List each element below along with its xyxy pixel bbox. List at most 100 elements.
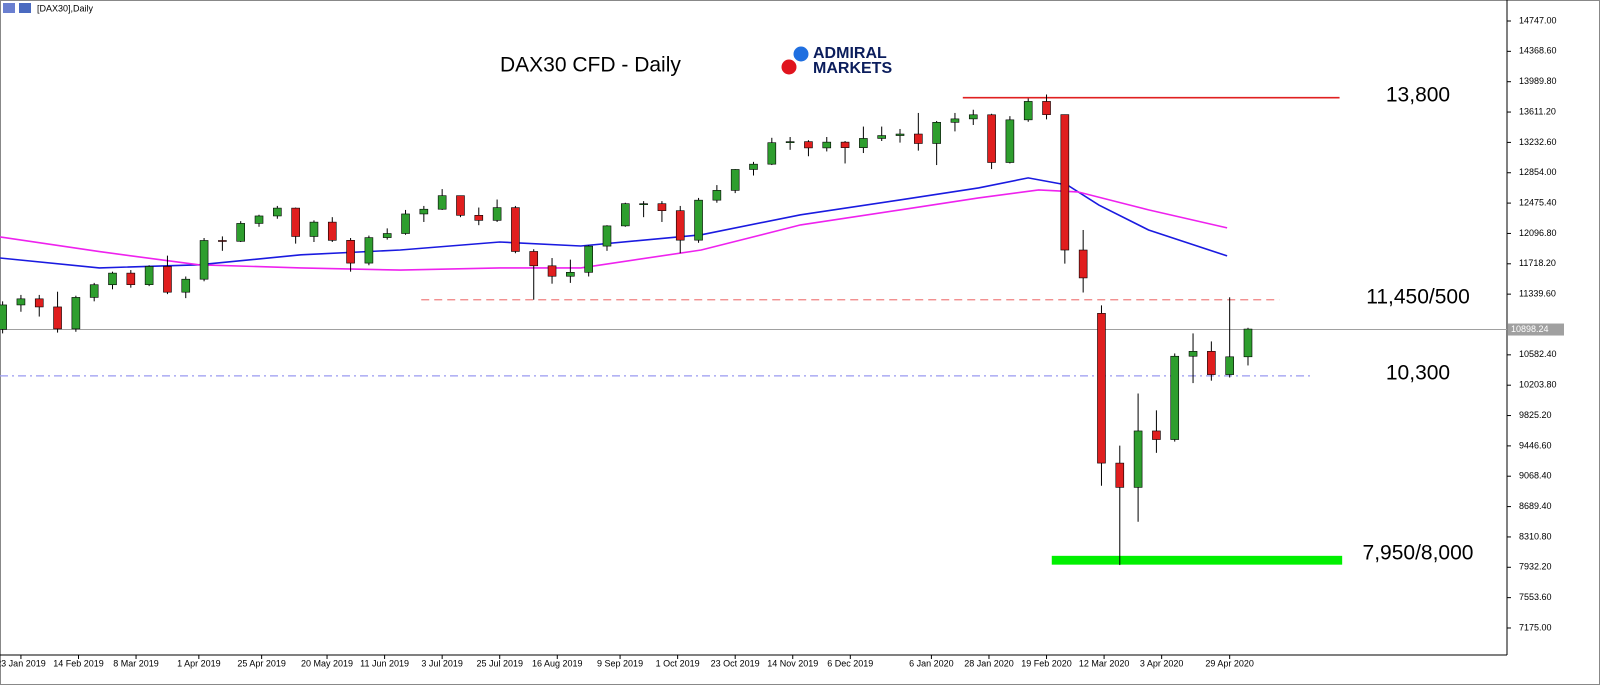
- y-tick-label: 13232.60: [1519, 137, 1557, 147]
- candle-body: [914, 133, 923, 144]
- candle-body: [749, 163, 758, 170]
- candle-body: [657, 203, 667, 211]
- candle-body: [492, 207, 502, 221]
- logo-dot: [781, 59, 797, 75]
- y-tick-label: 12475.40: [1519, 197, 1557, 207]
- candle-body: [895, 133, 905, 136]
- x-tick-label: 12 Mar 2020: [1079, 658, 1130, 668]
- y-tick-label: 10582.40: [1519, 349, 1557, 359]
- candle-body: [767, 142, 777, 165]
- candle-body: [1243, 328, 1253, 358]
- candle-body: [529, 251, 539, 267]
- support-zone: [1051, 555, 1343, 565]
- x-tick-label: 14 Feb 2019: [53, 658, 104, 668]
- x-tick-label: 1 Apr 2019: [177, 658, 221, 668]
- x-tick-label: 23 Jan 2019: [0, 658, 46, 668]
- y-tick-label: 11339.60: [1519, 289, 1556, 299]
- zone-label: 7,950/8,000: [1363, 541, 1474, 564]
- candle-body: [547, 265, 557, 277]
- x-tick-label: 1 Oct 2019: [656, 658, 700, 668]
- chart-title: DAX30 CFD - Daily: [500, 54, 681, 77]
- logo-dot: [793, 46, 809, 62]
- candle-body: [1078, 249, 1088, 279]
- y-tick-label: 9068.40: [1519, 471, 1552, 481]
- candle-body: [1005, 119, 1015, 163]
- x-tick-label: 6 Dec 2019: [827, 658, 873, 668]
- candle-body: [602, 225, 612, 247]
- y-tick-label: 14368.60: [1519, 46, 1557, 56]
- candle-body: [419, 208, 429, 215]
- logo-text: MARKETS: [813, 60, 892, 77]
- x-tick-label: 25 Jul 2019: [476, 658, 523, 668]
- candle-body: [1188, 351, 1198, 357]
- candle-body: [859, 138, 868, 148]
- x-tick-label: 6 Jan 2020: [909, 658, 954, 668]
- y-tick-label: 7932.20: [1519, 562, 1552, 572]
- candle-body: [950, 118, 960, 123]
- logo-text: ADMIRAL: [813, 45, 887, 62]
- candle-body: [712, 190, 722, 201]
- candle-body: [584, 245, 593, 273]
- candle-body: [877, 135, 886, 139]
- x-tick-label: 19 Feb 2020: [1021, 658, 1072, 668]
- candle-body: [730, 169, 740, 191]
- y-tick-label: 11718.20: [1519, 258, 1556, 268]
- x-tick-label: 3 Jul 2019: [421, 658, 463, 668]
- x-tick-label: 14 Nov 2019: [767, 658, 818, 668]
- level-label: 11,450/500: [1366, 285, 1470, 308]
- y-tick-label: 9825.20: [1519, 410, 1552, 420]
- candle-body: [327, 221, 337, 241]
- y-tick-label: 12854.00: [1519, 167, 1557, 177]
- candle-body: [621, 203, 630, 227]
- candle-body: [566, 272, 575, 277]
- x-tick-label: 25 Apr 2019: [237, 658, 286, 668]
- window-header: [DAX30],Daily: [37, 3, 94, 13]
- candle-body: [1133, 430, 1143, 488]
- candle-body: [273, 207, 282, 217]
- candle-body: [822, 141, 832, 149]
- x-tick-label: 11 Jun 2019: [360, 658, 409, 668]
- candle-body: [382, 233, 392, 238]
- candle-body: [16, 298, 26, 306]
- candle-body: [346, 240, 355, 264]
- candle-body: [199, 240, 209, 280]
- candle-body: [1225, 356, 1234, 375]
- window-icon: [3, 3, 15, 13]
- candle-body: [89, 284, 99, 298]
- candle-body: [675, 210, 685, 241]
- x-tick-label: 16 Aug 2019: [532, 658, 583, 668]
- x-tick-label: 20 May 2019: [301, 658, 353, 668]
- y-tick-label: 8310.80: [1519, 531, 1552, 541]
- y-tick-label: 13989.80: [1519, 76, 1557, 86]
- y-tick-label: 14747.00: [1519, 15, 1557, 25]
- candle-body: [987, 114, 996, 163]
- candle-body: [1152, 430, 1161, 440]
- candle-body: [34, 298, 44, 308]
- x-tick-label: 28 Jan 2020: [964, 658, 1014, 668]
- candle-body: [71, 297, 81, 330]
- y-tick-label: 7553.60: [1519, 592, 1552, 602]
- x-tick-label: 23 Oct 2019: [711, 658, 760, 668]
- candle-body: [291, 207, 300, 237]
- window-icon: [19, 3, 31, 13]
- candle-body: [163, 266, 172, 293]
- candle-body: [639, 203, 648, 205]
- candle-body: [456, 195, 465, 216]
- candle-body: [1207, 351, 1216, 375]
- candle-body: [1097, 313, 1106, 464]
- candle-body: [840, 141, 850, 148]
- current-price-box: [1508, 323, 1564, 336]
- candle-body: [1023, 101, 1033, 121]
- candle-body: [1042, 101, 1051, 115]
- y-tick-label: 9446.60: [1519, 440, 1552, 450]
- candle-body: [1060, 114, 1070, 251]
- x-tick-label: 9 Sep 2019: [597, 658, 643, 668]
- y-tick-label: 8689.40: [1519, 501, 1552, 511]
- candle-body: [254, 215, 264, 224]
- candle-body: [804, 141, 813, 149]
- candle-body: [309, 221, 319, 237]
- y-tick-label: 7175.00: [1519, 622, 1552, 632]
- moving-average: [0, 177, 1228, 269]
- y-tick-label: 13611.20: [1519, 106, 1556, 116]
- candle-body: [401, 213, 410, 234]
